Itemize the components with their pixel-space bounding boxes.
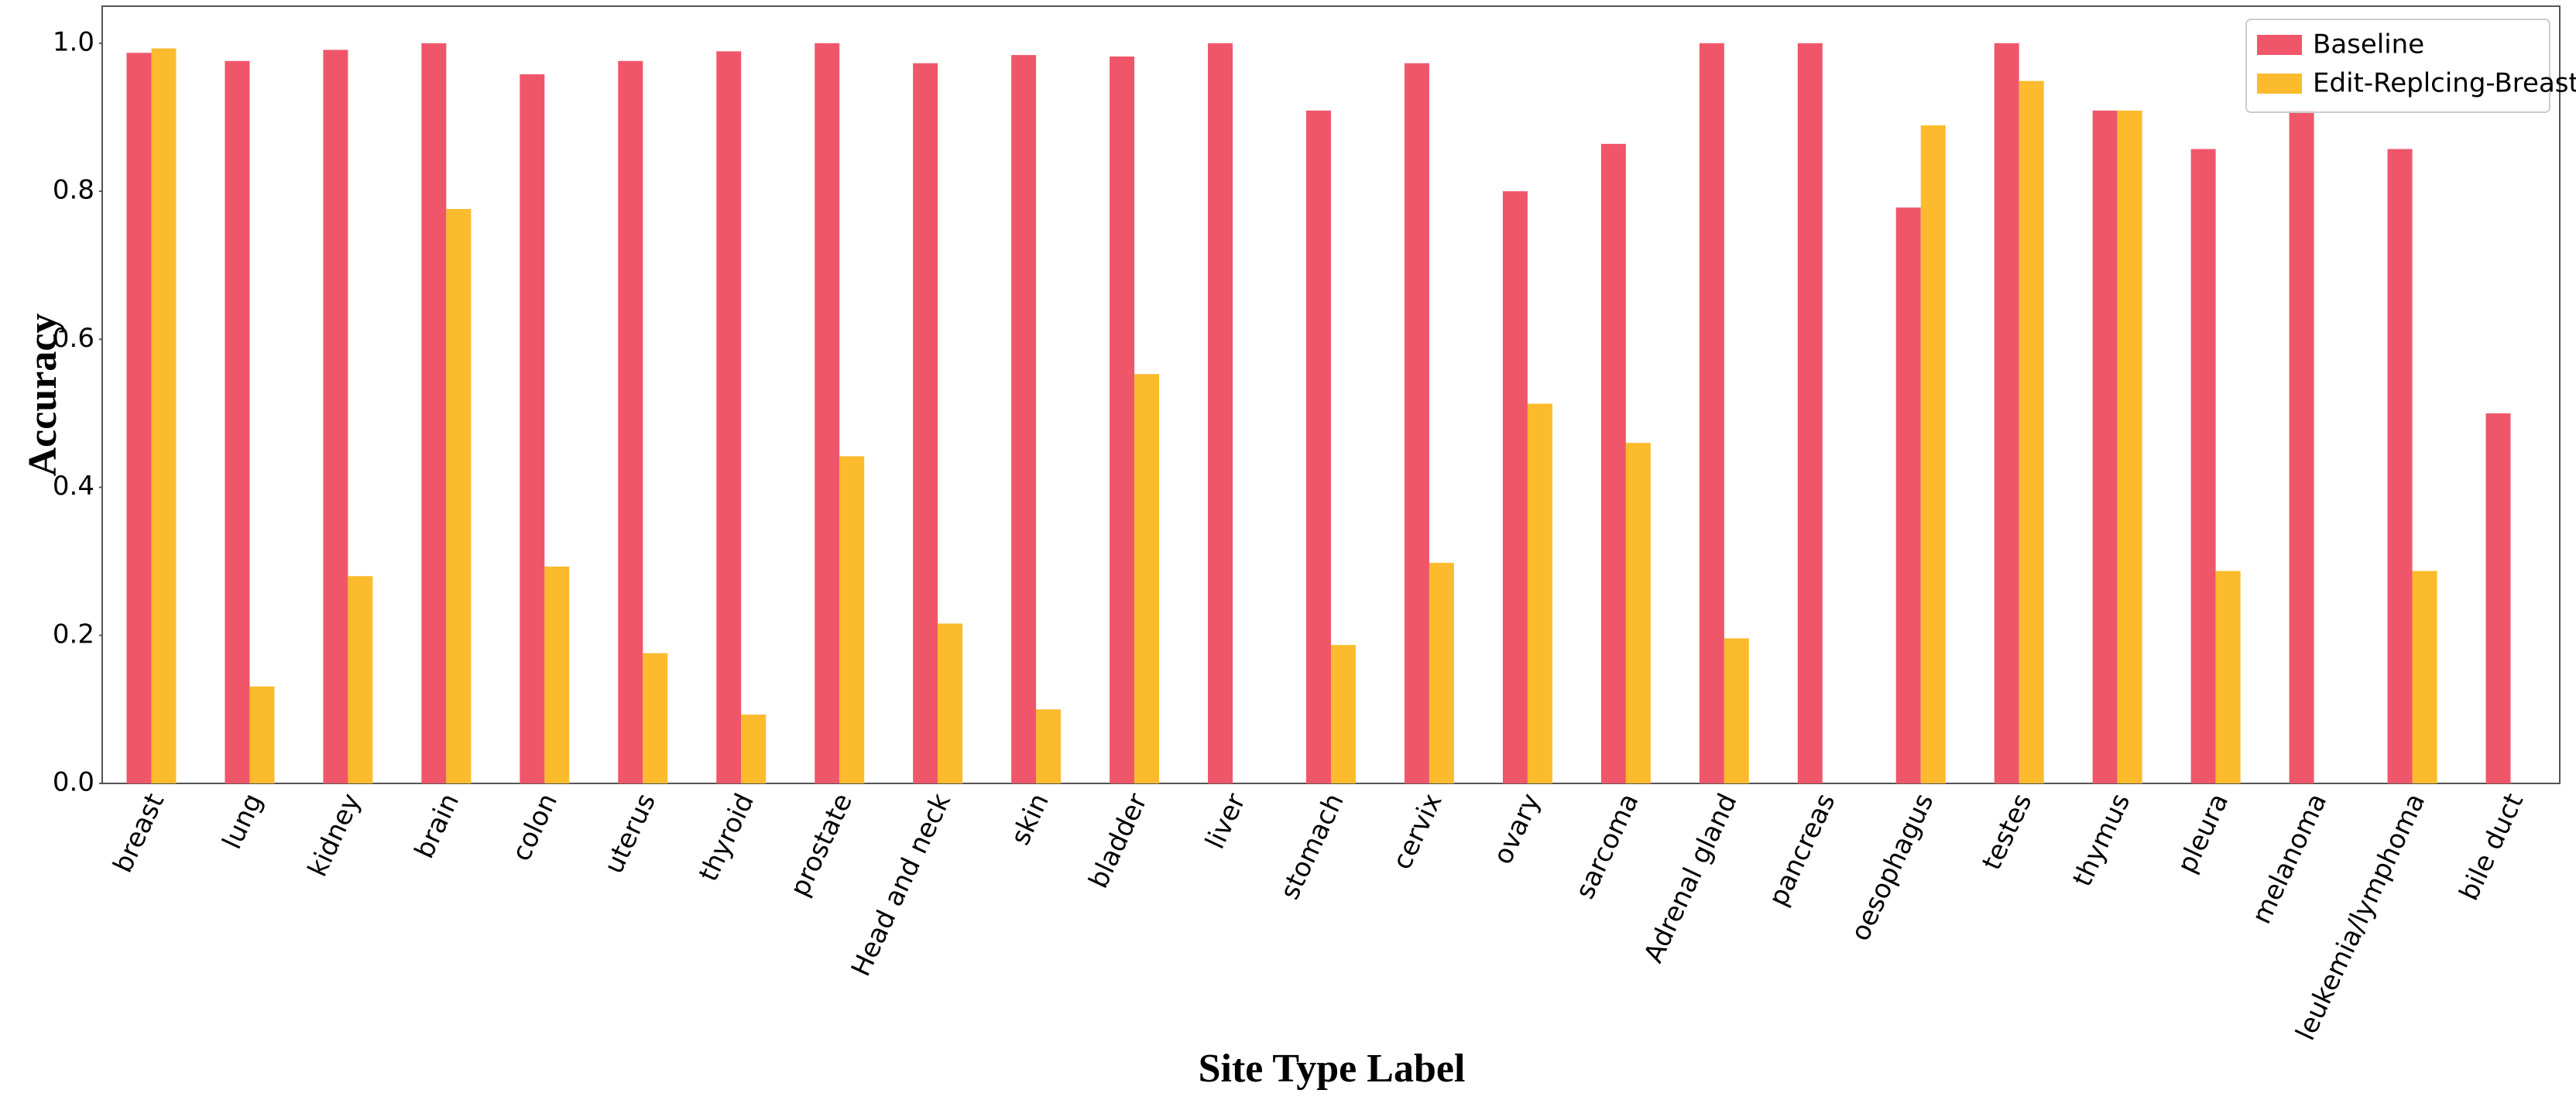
x-tick-label: uterus bbox=[599, 789, 662, 879]
x-tick-label: lung bbox=[217, 789, 269, 854]
x-tick-label: skin bbox=[1005, 789, 1055, 850]
bar bbox=[1527, 403, 1552, 783]
bar bbox=[1208, 43, 1233, 784]
bar bbox=[1036, 709, 1062, 783]
bar bbox=[1994, 43, 2019, 784]
bar bbox=[716, 51, 742, 783]
x-axis-title: Site Type Label bbox=[1199, 1047, 1466, 1091]
bar bbox=[1920, 125, 1946, 784]
bar bbox=[1502, 191, 1528, 784]
y-tick-label: 0.0 bbox=[53, 767, 94, 798]
bar bbox=[938, 623, 963, 783]
legend-box bbox=[2245, 19, 2550, 113]
x-tick-label: stomach bbox=[1274, 789, 1350, 904]
bar bbox=[839, 456, 865, 783]
bar bbox=[1331, 645, 1356, 783]
x-tick-label: ovary bbox=[1487, 789, 1547, 869]
x-tick-label: Adrenal gland bbox=[1638, 789, 1744, 968]
legend-label: Baseline bbox=[2313, 29, 2424, 60]
x-tick-label: thymus bbox=[2067, 789, 2136, 891]
x-tick-label: prostate bbox=[784, 789, 859, 901]
y-axis-title: Accuracy bbox=[21, 314, 65, 477]
bar bbox=[323, 50, 348, 784]
bar bbox=[1699, 43, 1724, 784]
legend-swatch bbox=[2257, 35, 2302, 55]
bar bbox=[643, 653, 668, 783]
legend-swatch bbox=[2257, 74, 2302, 94]
x-tick-label: thyroid bbox=[693, 789, 760, 886]
bar bbox=[2117, 110, 2142, 783]
x-tick-label: liver bbox=[1199, 789, 1251, 854]
bar bbox=[1306, 110, 1331, 783]
x-tick-label: pleura bbox=[2171, 789, 2235, 878]
bar bbox=[2215, 571, 2241, 783]
bar bbox=[1625, 443, 1651, 783]
x-tick-label: colon bbox=[506, 789, 564, 866]
bar bbox=[151, 48, 177, 783]
x-tick-label: sarcoma bbox=[1569, 789, 1645, 904]
y-tick-label: 0.2 bbox=[53, 619, 94, 649]
bar bbox=[1895, 207, 1921, 783]
bar bbox=[1600, 143, 1626, 783]
x-tick-label: bile duct bbox=[2454, 789, 2530, 905]
bar bbox=[913, 63, 938, 784]
bar bbox=[2190, 149, 2216, 783]
bar bbox=[618, 60, 643, 783]
bar bbox=[2485, 413, 2511, 783]
bar bbox=[2019, 81, 2044, 783]
x-tick-label: bladder bbox=[1083, 789, 1154, 893]
y-tick-label: 0.4 bbox=[53, 471, 94, 502]
x-tick-label: kidney bbox=[302, 789, 367, 882]
y-tick-label: 0.8 bbox=[53, 175, 94, 206]
bar bbox=[1724, 638, 1749, 783]
x-tick-label: brain bbox=[409, 789, 465, 863]
bar bbox=[1134, 374, 1160, 783]
bar bbox=[741, 715, 767, 783]
y-tick-label: 0.6 bbox=[53, 323, 94, 354]
x-tick-label: testes bbox=[1976, 789, 2038, 875]
legend-label: Edit-Replcing-Breast bbox=[2313, 68, 2576, 99]
x-tick-label: cervix bbox=[1387, 789, 1449, 875]
bar bbox=[2412, 571, 2437, 783]
x-tick-label: breast bbox=[108, 789, 171, 877]
bar bbox=[520, 74, 545, 783]
bar bbox=[2289, 110, 2314, 783]
bar bbox=[544, 566, 570, 783]
bar bbox=[2092, 110, 2118, 783]
bar bbox=[1404, 63, 1429, 784]
bar bbox=[1110, 57, 1135, 784]
x-tick-label: melanoma bbox=[2246, 789, 2334, 929]
x-tick-label: oesophagus bbox=[1845, 789, 1940, 946]
x-tick-label: pancreas bbox=[1763, 789, 1842, 911]
bar bbox=[225, 60, 250, 783]
y-tick-label: 1.0 bbox=[53, 26, 94, 57]
bar bbox=[421, 43, 447, 784]
bar bbox=[1429, 563, 1454, 783]
bar bbox=[815, 43, 840, 784]
bar bbox=[1011, 55, 1037, 783]
bar bbox=[2387, 149, 2413, 783]
bar bbox=[348, 576, 373, 783]
bar bbox=[1797, 43, 1823, 784]
bar bbox=[249, 686, 275, 783]
bar bbox=[446, 208, 472, 783]
bar bbox=[126, 53, 152, 784]
x-tick-label: Head and neck bbox=[846, 789, 957, 982]
